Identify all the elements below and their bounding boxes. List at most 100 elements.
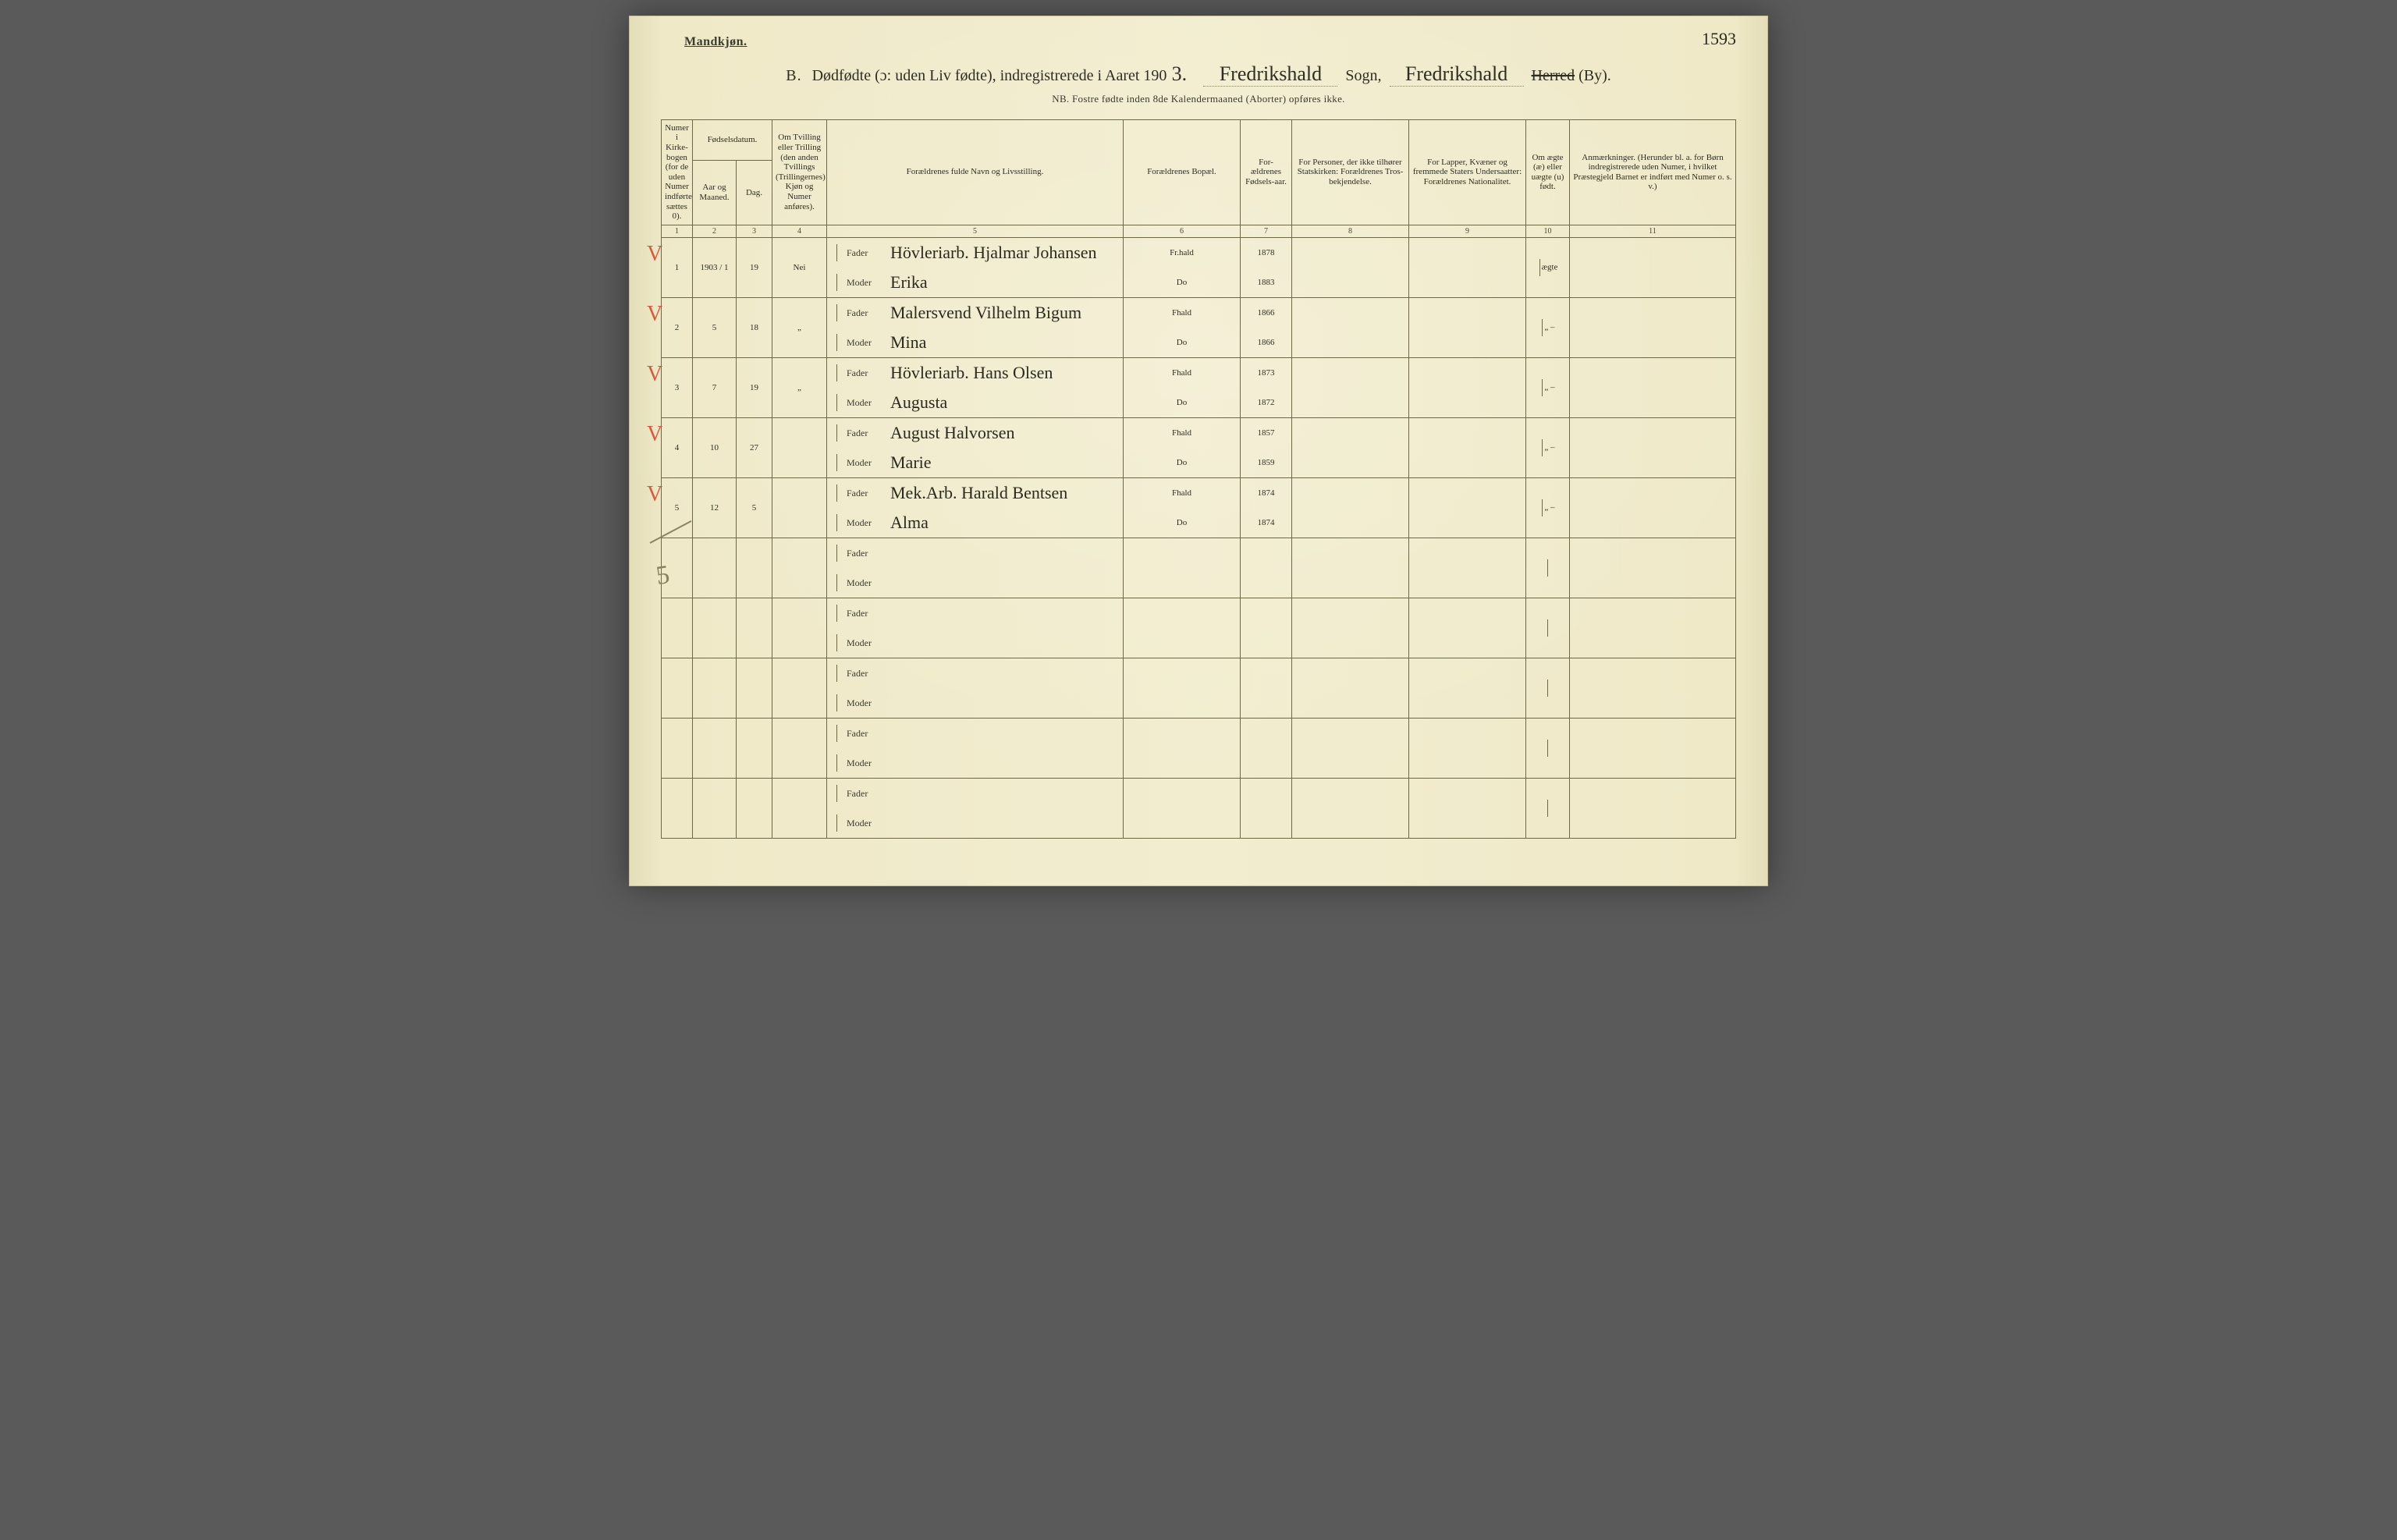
table-row: 2518„ Fader Malersvend Vilhelm BigumFhal… [662,298,1736,328]
th-tvilling: Om Tvilling eller Trilling (den anden Tv… [772,119,827,225]
cell-moder-bopael: Do [1124,508,1241,538]
fader-label: Fader [847,247,882,259]
cell-tvilling [772,478,827,538]
cell-dag: 5 [737,478,772,538]
cell-anm [1570,418,1736,478]
col-number-row: 1 2 3 4 5 6 7 8 9 10 11 [662,225,1736,238]
by-word: (By). [1578,67,1611,84]
cell-dag: 27 [737,418,772,478]
moder-name: Erika [890,274,928,291]
cell-moder-aar: 1866 [1241,328,1292,358]
cell-fader-aar: 1866 [1241,298,1292,328]
th-aegte: Om ægte (æ) eller uægte (u) født. [1526,119,1570,225]
cell-anm [1570,298,1736,358]
th-dag: Dag. [737,160,772,225]
table-row: 11903 / 119Nei Fader Hövleriarb. Hjalmar… [662,238,1736,268]
colnum: 2 [693,225,737,238]
cell-fader-aar: 1878 [1241,238,1292,268]
section-letter: B. [786,67,801,85]
colnum: 1 [662,225,693,238]
register-page: 1593 Mandkjøn. B. Dødfødte (ɔ: uden Liv … [629,16,1768,886]
cell-tvilling: „ [772,358,827,418]
cell-anm [1570,238,1736,298]
fader-name: Mek.Arb. Harald Bentsen [890,484,1067,502]
cell-aar-mnd: 12 [693,478,737,538]
cell-aar-mnd: 5 [693,298,737,358]
cell-aar-mnd: 1903 / 1 [693,238,737,298]
colnum: 8 [1292,225,1409,238]
cell-fader-aar: 1874 [1241,478,1292,509]
herred-fill: Fredrikshald [1390,63,1524,87]
moder-name: Marie [890,454,932,471]
cell-moder-navn: Moder Augusta [827,388,1124,418]
cell-nat [1409,358,1526,418]
cell-anm [1570,478,1736,538]
cell-nat [1409,478,1526,538]
cell-moder-bopael: Do [1124,328,1241,358]
fader-name: Hövleriarb. Hjalmar Johansen [890,244,1097,261]
cell-tvilling [772,418,827,478]
cell-fader-navn: Fader Malersvend Vilhelm Bigum [827,298,1124,328]
cell-nat [1409,238,1526,298]
fader-label: Fader [847,367,882,379]
cell-tros [1292,418,1409,478]
cell-moder-aar: 1859 [1241,448,1292,478]
cell-fader-bopael: Fr.hald [1124,238,1241,268]
cell-fader-aar: 1873 [1241,358,1292,389]
cell-num: 2 [662,298,693,358]
title-year-digit: 3. [1167,63,1191,86]
cell-aegte: „ – [1526,358,1570,418]
cell-moder-navn: Moder Erika [827,268,1124,298]
title-subtitle: NB. Fostre fødte inden 8de Kalendermaane… [661,93,1736,105]
herred-word: Herred [1532,67,1575,84]
cell-moder-bopael: Do [1124,388,1241,418]
fader-label: Fader [847,307,882,319]
moder-name: Alma [890,514,929,531]
cell-num: 3 [662,358,693,418]
th-aar-mnd: Aar og Maaned. [693,160,737,225]
th-num: Numer i Kirke-bogen (for de uden Numer i… [662,119,693,225]
cell-moder-bopael: Do [1124,268,1241,298]
table-row-empty: Fader [662,658,1736,689]
cell-nat [1409,298,1526,358]
cell-nat [1409,418,1526,478]
cell-tvilling: Nei [772,238,827,298]
cell-moder-navn: Moder Mina [827,328,1124,358]
cell-fader-navn: Fader Hövleriarb. Hjalmar Johansen [827,238,1124,268]
cell-tros [1292,478,1409,538]
cell-num: 4 [662,418,693,478]
cell-dag: 18 [737,298,772,358]
colnum: 10 [1526,225,1570,238]
moder-label: Moder [847,277,882,289]
cell-moder-bopael: Do [1124,448,1241,478]
table-row: 5125 Fader Mek.Arb. Harald BentsenFhald1… [662,478,1736,509]
th-tros: For Personer, der ikke tilhører Statskir… [1292,119,1409,225]
check-mark-icon: V [647,243,662,265]
cell-aar-mnd: 7 [693,358,737,418]
cell-aegte: „ – [1526,478,1570,538]
cell-aegte: „ – [1526,298,1570,358]
cell-tros [1292,238,1409,298]
sogn-fill: Fredrikshald [1203,63,1337,87]
title-line: B. Dødfødte (ɔ: uden Liv fødte), indregi… [661,63,1736,87]
check-mark-icon: V [647,303,662,325]
fader-name: Hövleriarb. Hans Olsen [890,364,1053,381]
colnum: 9 [1409,225,1526,238]
cell-aar-mnd: 10 [693,418,737,478]
table-body: 11903 / 119Nei Fader Hövleriarb. Hjalmar… [662,238,1736,839]
colnum: 11 [1570,225,1736,238]
fader-label: Fader [847,428,882,439]
colnum: 5 [827,225,1124,238]
page-number: 1593 [1702,30,1736,48]
cell-fader-navn: Fader Hövleriarb. Hans Olsen [827,358,1124,389]
moder-name: Augusta [890,394,947,411]
cell-fader-aar: 1857 [1241,418,1292,449]
register-table: Numer i Kirke-bogen (for de uden Numer i… [661,119,1736,839]
th-fodselsaar: For-ældrenes Fødsels-aar. [1241,119,1292,225]
cell-fader-bopael: Fhald [1124,298,1241,328]
cell-aegte: „ – [1526,418,1570,478]
cell-tros [1292,298,1409,358]
cell-moder-aar: 1874 [1241,508,1292,538]
cell-num: 1 [662,238,693,298]
cell-tros [1292,358,1409,418]
